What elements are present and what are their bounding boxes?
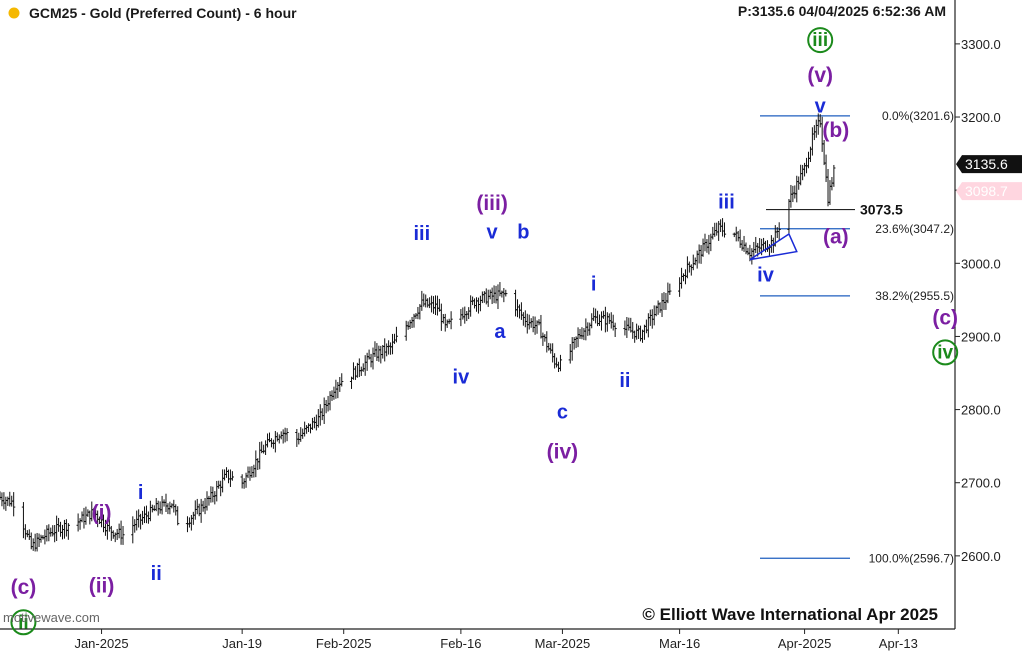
time-tick-label: Apr-2025 [778, 636, 831, 651]
wave-label: iv [453, 366, 471, 388]
wave-label: (i) [92, 501, 112, 524]
price-tick-label: 2600.0 [961, 549, 1001, 564]
wave-label: i [591, 273, 597, 295]
price-markers: 3135.6 3098.7 [956, 155, 1022, 201]
fib-level-label: 38.2%(2955.5) [875, 289, 954, 303]
price-tick-label: 3300.0 [961, 37, 1001, 52]
wave-circle [807, 27, 834, 54]
symbol-status-dot [8, 7, 20, 19]
price-tick-label: 2900.0 [961, 329, 1001, 344]
wave-circle [10, 609, 37, 636]
wave-label: iv [937, 342, 953, 363]
time-tick-label: Mar-16 [659, 636, 700, 651]
time-tick-label: Feb-16 [440, 636, 481, 651]
wave-label: i [138, 482, 144, 504]
wave-label: (iv) [547, 441, 579, 464]
price-marker-label: 3098.7 [965, 183, 1008, 199]
wave-label: v [815, 96, 827, 118]
wave-label: (ii) [89, 574, 115, 597]
price-tick-label: 3000.0 [961, 256, 1001, 271]
wave-label: ii [151, 563, 162, 585]
copyright-notice: © Elliott Wave International Apr 2025 [642, 605, 938, 624]
support-level-label: 3073.5 [860, 202, 903, 218]
fib-level-label: 23.6%(3047.2) [875, 222, 954, 236]
price-marker-tag [956, 182, 1022, 201]
time-tick-label: Mar-2025 [535, 636, 591, 651]
wave-label: iii [718, 191, 735, 213]
chart-title: GCM25 - Gold (Preferred Count) - 6 hour [29, 5, 297, 21]
time-tick-label: Feb-2025 [316, 636, 372, 651]
wave-label: c [557, 401, 568, 423]
wave-label: (iii) [476, 192, 508, 215]
price-bars [0, 113, 836, 552]
price-tick-label: 3200.0 [961, 110, 1001, 125]
fib-level-label: 100.0%(2596.7) [869, 551, 954, 565]
wave-label: iii [812, 30, 828, 51]
wave-label: (c) [11, 576, 37, 599]
wave-label: (b) [822, 119, 849, 142]
wave-label: (a) [823, 226, 849, 249]
fib-level-label: 0.0%(3201.6) [882, 109, 954, 123]
price-tick-label: 2700.0 [961, 476, 1001, 491]
wave-label: iii [413, 223, 430, 245]
wave-label: a [494, 321, 506, 343]
time-tick-label: Jan-2025 [74, 636, 128, 651]
watermark: motivewave.com [3, 610, 100, 625]
price-marker-label: 3135.6 [965, 156, 1008, 172]
price-marker-tag [956, 155, 1022, 174]
wave-label: ii [18, 612, 29, 633]
wave-circle [932, 339, 959, 366]
wave-label: ii [619, 370, 630, 392]
time-tick-label: Jan-19 [222, 636, 262, 651]
triangle-drawing [749, 232, 798, 261]
wave-label: b [517, 221, 529, 243]
wave-label: v [487, 221, 499, 243]
triangle-pattern-line [749, 232, 798, 261]
price-status: P:3135.6 04/04/2025 6:52:36 AM [738, 3, 946, 19]
time-tick-label: Apr-13 [879, 636, 918, 651]
time-axis: Jan-2025 Jan-19 Feb-2025 Feb-16 Mar-2025 Mar-… [74, 629, 918, 651]
wave-label: (c) [932, 307, 958, 330]
wave-label: (v) [807, 64, 833, 87]
wave-label: iv [757, 265, 775, 287]
price-tick-label: 2800.0 [961, 403, 1001, 418]
